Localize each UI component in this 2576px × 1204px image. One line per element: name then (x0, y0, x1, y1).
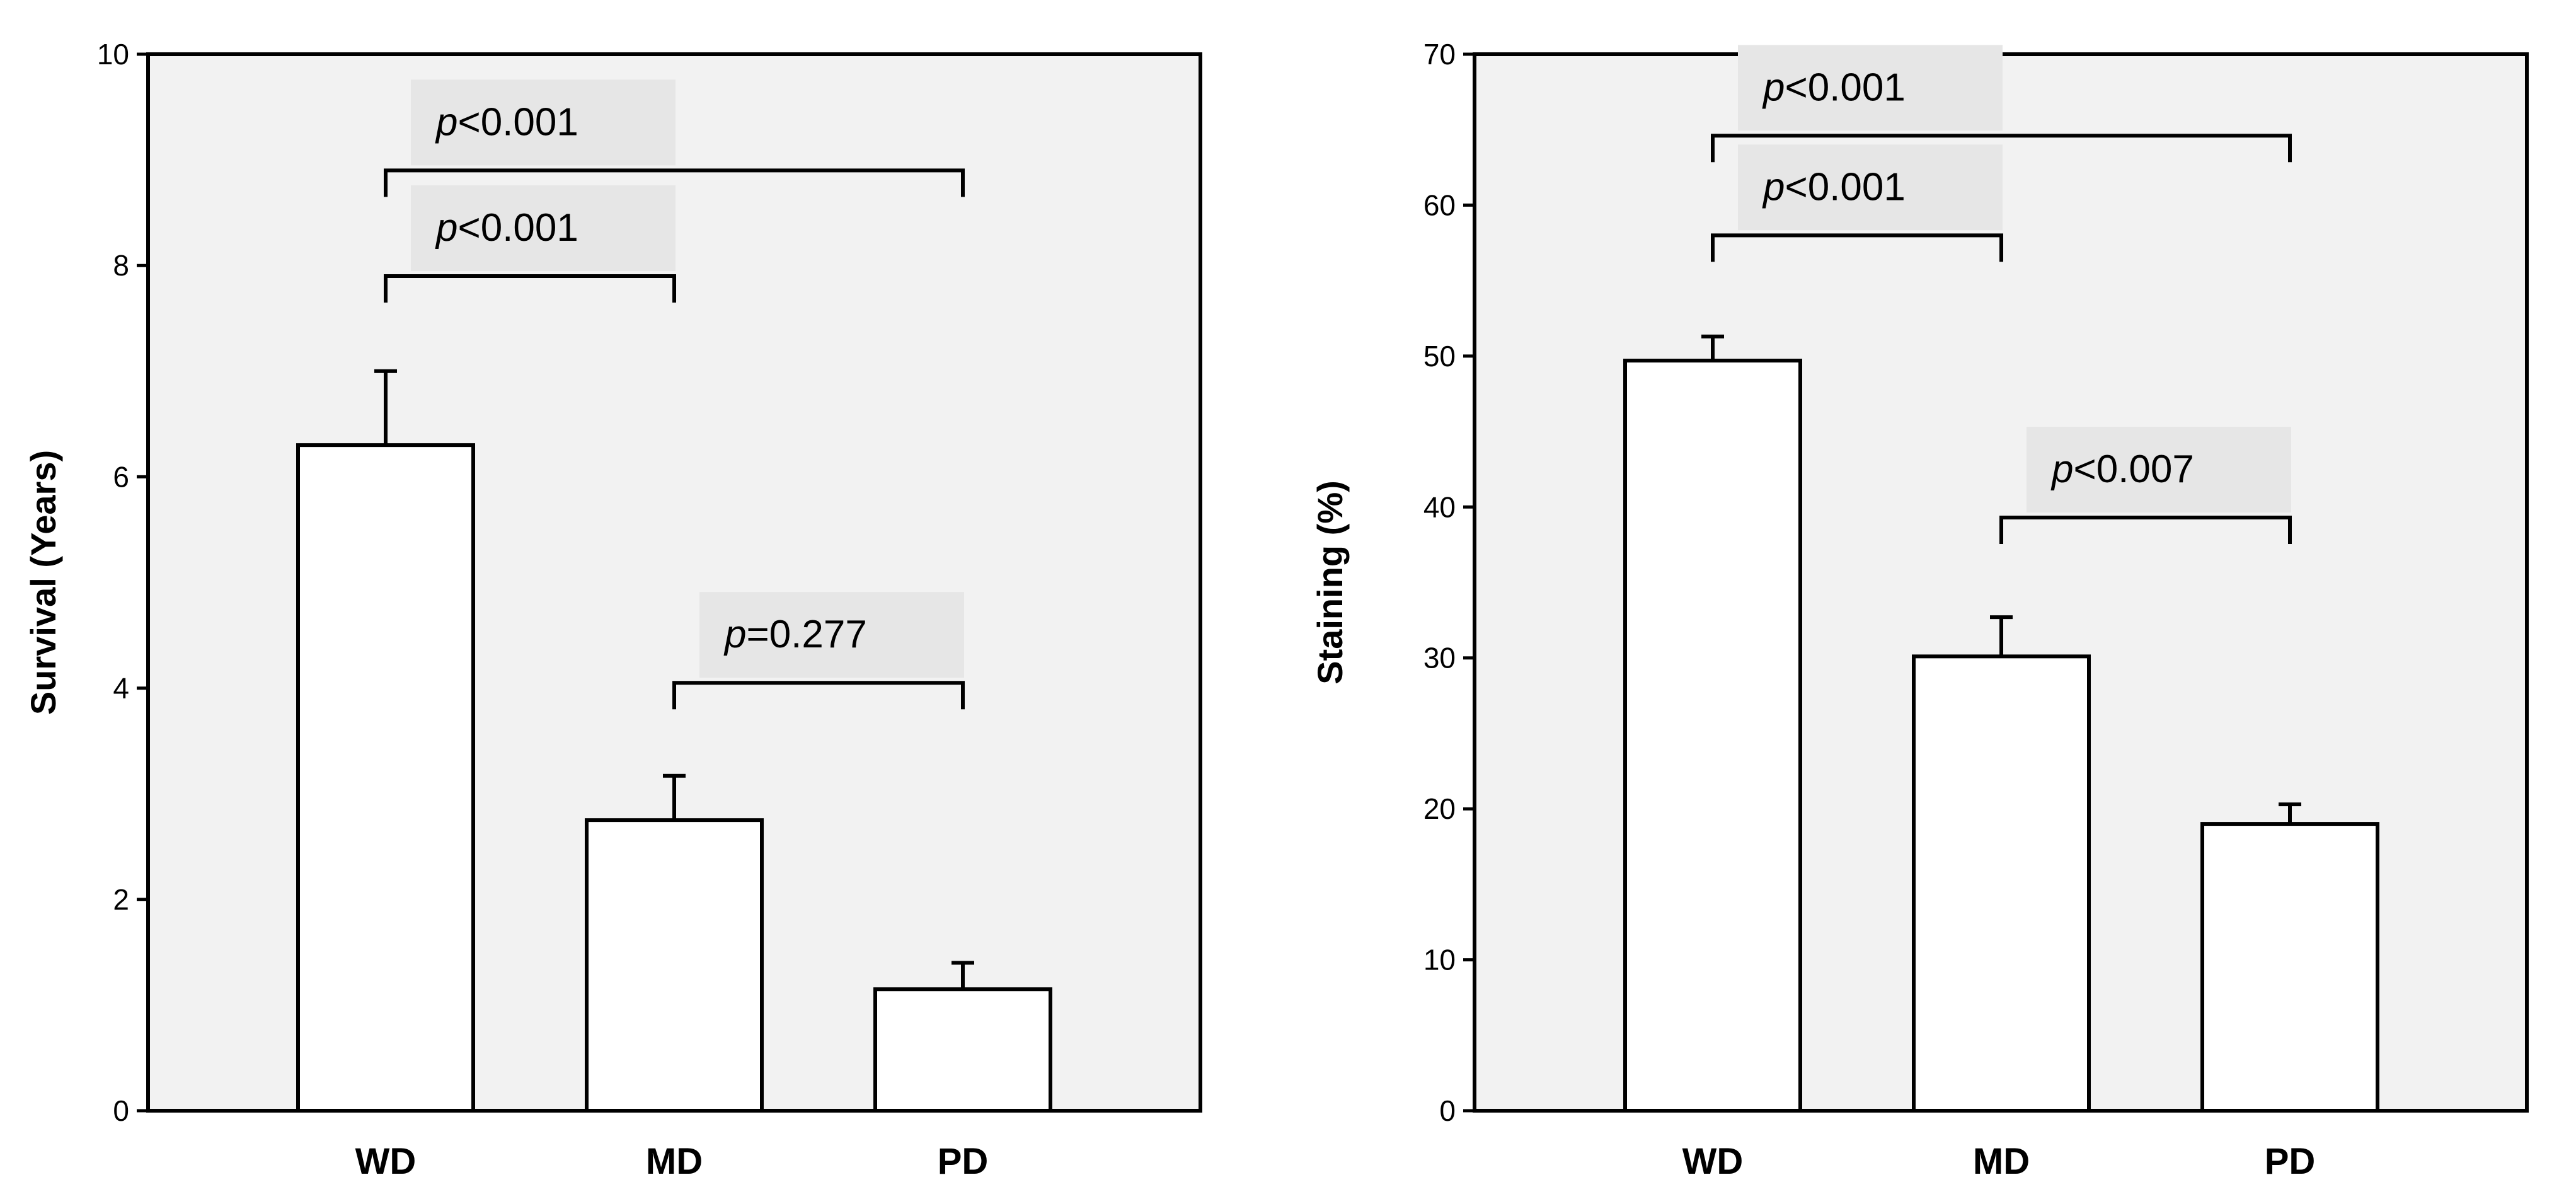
survival-significance-bracket (672, 681, 965, 710)
survival-p-value-label: p=0.277 (723, 613, 867, 656)
survival-ytick-label: 10 (97, 38, 129, 71)
survival-chart-panel: 0 2 4 6 8 10 Survival (Years) WD MD PD p<0.001 p<0.… (23, 38, 1202, 1182)
survival-significance-bracket (384, 274, 676, 303)
survival-ytick-label: 2 (113, 883, 129, 916)
survival-ytick-label: 6 (113, 460, 129, 493)
survival-p-value-label: p<0.001 (435, 206, 578, 250)
staining-significance-bracket (1999, 516, 2292, 545)
staining-category-label-pd: PD (2265, 1141, 2316, 1182)
staining-p-value-box (1738, 45, 2003, 131)
survival-ytick-label: 0 (113, 1094, 129, 1127)
survival-bar-md (585, 818, 764, 1113)
staining-ytick-label: 10 (1423, 944, 1456, 976)
staining-ytick-label: 0 (1439, 1094, 1456, 1127)
survival-p-value-box (411, 79, 676, 166)
staining-ytick-label: 40 (1423, 490, 1456, 523)
staining-chart-panel: 0 10 20 30 40 50 60 70 Staining (%) WD MD PD p<0.001… (1310, 38, 2529, 1182)
staining-p-value-box (1738, 144, 2003, 231)
survival-ytick-label: 8 (113, 249, 129, 282)
survival-category-label-md: MD (646, 1141, 703, 1182)
staining-ytick-label: 60 (1423, 188, 1456, 221)
survival-p-value-box (699, 592, 964, 678)
staining-ytick-label: 50 (1423, 340, 1456, 373)
survival-p-value-box (411, 185, 676, 271)
staining-significance-bracket (1711, 134, 2292, 163)
survival-y-axis-title: Survival (Years) (23, 450, 63, 715)
survival-bar-wd (296, 443, 475, 1113)
survival-p-value-label: p<0.001 (435, 100, 578, 144)
survival-category-label-wd: WD (355, 1141, 417, 1182)
staining-p-value-label: p<0.001 (1762, 66, 1906, 109)
survival-significance-bracket (384, 168, 965, 197)
staining-bar-md (1912, 654, 2091, 1113)
staining-category-label-wd: WD (1682, 1141, 1744, 1182)
staining-ytick-label: 20 (1423, 792, 1456, 825)
survival-category-label-pd: PD (938, 1141, 989, 1182)
staining-p-value-label: p<0.007 (2050, 448, 2194, 491)
staining-significance-bracket (1711, 233, 2003, 262)
staining-ytick-label: 30 (1423, 642, 1456, 674)
staining-p-value-label: p<0.001 (1762, 165, 1906, 209)
staining-ytick-label: 70 (1423, 38, 1456, 71)
staining-bar-pd (2200, 822, 2379, 1113)
staining-y-axis-title: Staining (%) (1310, 480, 1350, 685)
staining-category-label-md: MD (1973, 1141, 2030, 1182)
survival-bar-pd (873, 987, 1052, 1113)
survival-ytick-label: 4 (113, 672, 129, 705)
staining-p-value-box (2027, 427, 2291, 513)
staining-bar-wd (1623, 359, 1802, 1113)
